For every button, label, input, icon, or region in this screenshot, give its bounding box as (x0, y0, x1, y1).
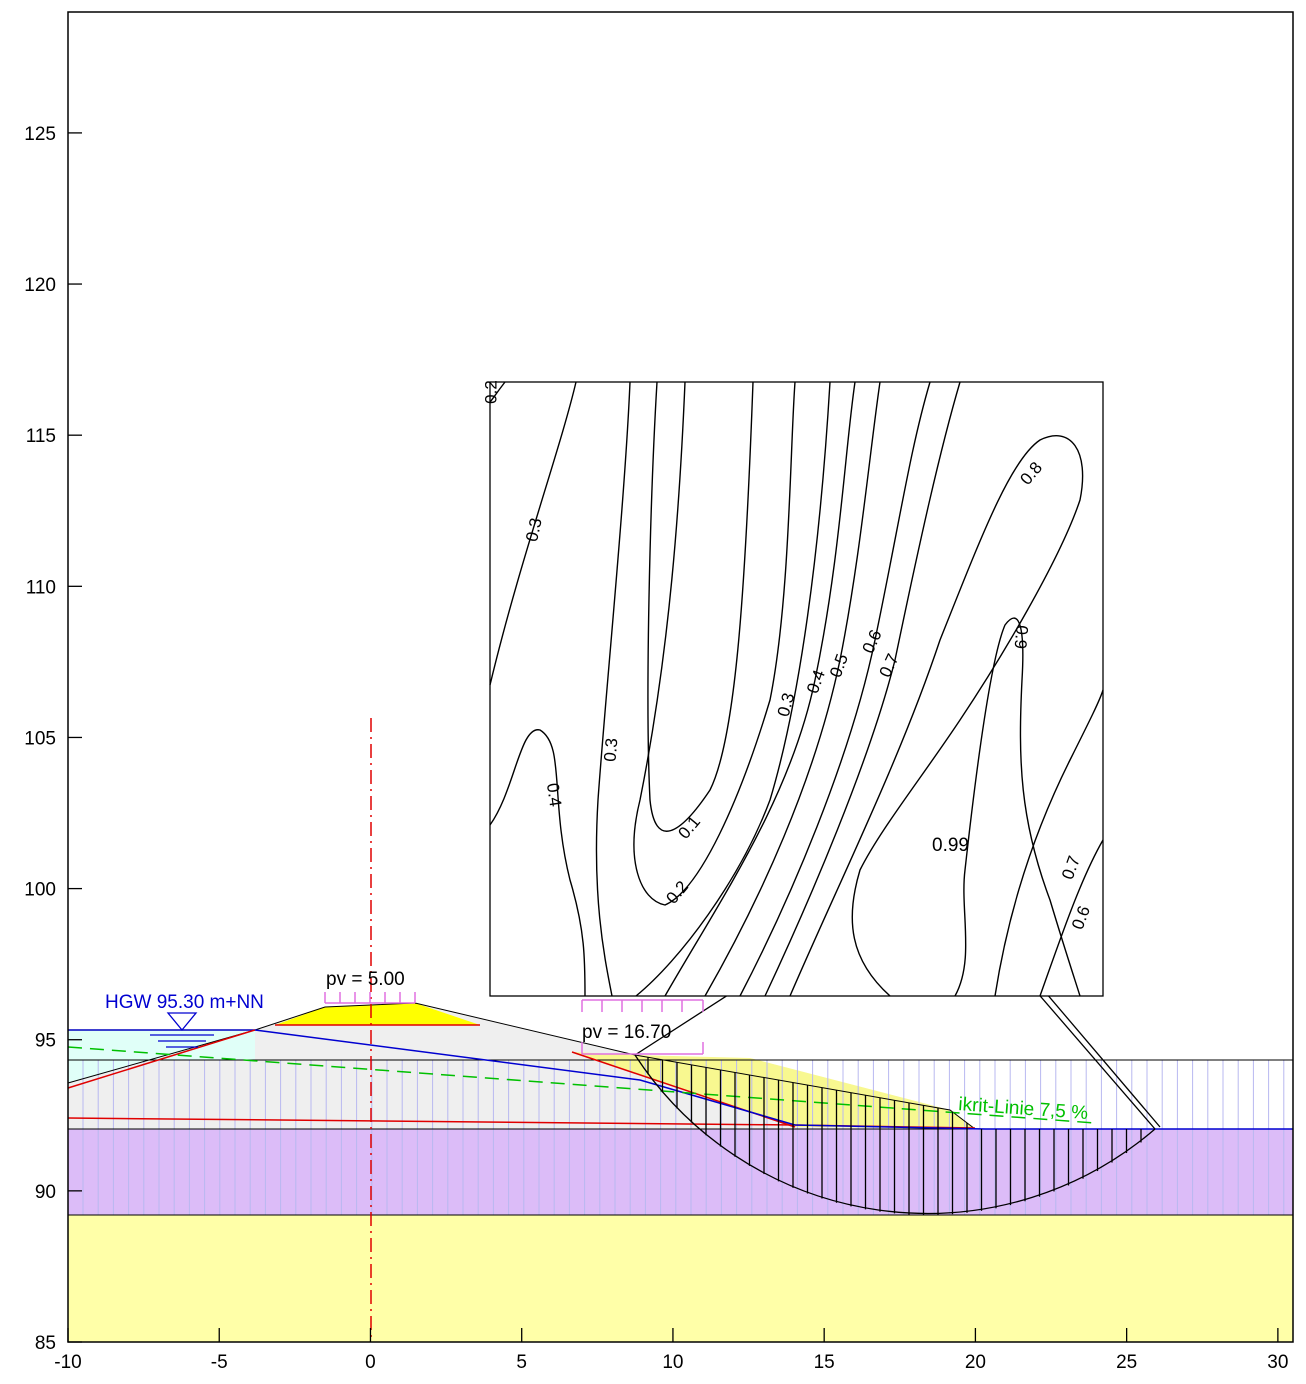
soil-layer-clay (68, 1129, 1293, 1215)
soil-layer-sand (68, 1215, 1293, 1342)
slope-stability-diagram: 0.20.30.30.40.10.20.30.40.50.60.70.80.90… (0, 0, 1306, 1379)
ikrit-label: ikrit-Linie 7,5 % (958, 1094, 1089, 1124)
y-tick-label: 85 (35, 1333, 56, 1354)
y-tick-label: 90 (35, 1182, 56, 1203)
x-tick-label: 0 (365, 1352, 376, 1373)
x-tick-label: 20 (965, 1352, 986, 1373)
x-tick-label: 25 (1116, 1352, 1137, 1373)
load-label: pv = 16.70 (582, 1022, 671, 1043)
y-tick-label: 100 (24, 880, 56, 901)
x-tick-label: 5 (516, 1352, 527, 1373)
y-tick-label: 115 (26, 426, 56, 447)
contour-label: 0.9 (1011, 624, 1032, 649)
contour-label: 0.2 (481, 380, 500, 404)
load-label: pv = 5.00 (326, 969, 405, 990)
x-tick-label: -5 (211, 1352, 228, 1373)
y-tick-label: 120 (24, 275, 56, 296)
y-tick-label: 105 (24, 728, 56, 749)
y-tick-label: 95 (35, 1031, 56, 1052)
x-tick-label: 30 (1267, 1352, 1288, 1373)
groundwater-label: HGW 95.30 m+NN (105, 992, 264, 1013)
x-tick-label: 15 (814, 1352, 835, 1373)
contour-label: 0.4 (543, 782, 565, 808)
contour-label: 0.3 (600, 737, 621, 762)
x-tick-label: 10 (662, 1352, 683, 1373)
y-tick-label: 110 (26, 577, 56, 598)
y-tick-label: 125 (24, 124, 56, 145)
x-tick-label: -10 (54, 1352, 81, 1373)
factor-label: 0.99 (932, 835, 969, 856)
